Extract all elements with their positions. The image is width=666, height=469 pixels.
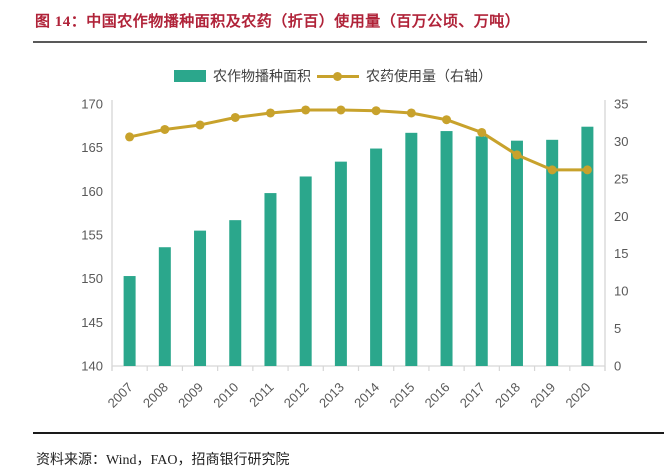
bar-2013 <box>334 161 347 366</box>
x-axis-year-label: 2012 <box>281 380 312 411</box>
right-axis-tick-label: 10 <box>614 284 628 299</box>
bar-2009 <box>194 230 207 366</box>
x-axis-year-label: 2010 <box>210 380 241 411</box>
left-axis-tick-label: 140 <box>81 359 103 374</box>
figure-title: 图 14：中国农作物播种面积及农药（折百）使用量（百万公顷、万吨） <box>35 14 521 30</box>
bar-series-swatch-icon <box>174 70 206 82</box>
line-point-2008 <box>160 124 170 134</box>
right-axis-tick-label: 15 <box>614 246 628 261</box>
line-point-2010 <box>230 112 240 122</box>
legend-item-pesticide: 农药使用量（右轴） <box>317 66 492 86</box>
left-axis-tick-label: 145 <box>81 315 103 330</box>
line-point-2011 <box>265 108 275 118</box>
bar-2012 <box>299 176 312 366</box>
right-axis-tick-label: 30 <box>614 134 628 149</box>
right-axis-tick-label: 35 <box>614 97 628 112</box>
chart-legend: 农作物播种面积 农药使用量（右轴） <box>0 66 666 86</box>
bar-2015 <box>405 132 418 366</box>
line-point-2009 <box>195 120 205 130</box>
bar-2008 <box>158 247 171 366</box>
bar-2017 <box>475 136 488 366</box>
bar-2019 <box>546 139 559 366</box>
line-point-2007 <box>125 132 135 142</box>
right-axis-tick-label: 20 <box>614 209 628 224</box>
line-point-2020 <box>582 165 592 175</box>
left-axis-tick-label: 170 <box>81 97 103 112</box>
x-axis-year-label: 2015 <box>386 380 417 411</box>
line-point-2014 <box>371 106 381 116</box>
pesticide-line <box>128 108 589 172</box>
source-note: 资料来源：Wind，FAO，招商银行研究院 <box>36 453 290 468</box>
left-axis-tick-label: 150 <box>81 271 103 286</box>
bar-2010 <box>229 220 242 366</box>
x-axis-year-label: 2008 <box>140 380 171 411</box>
bar-2016 <box>440 131 453 366</box>
left-axis-tick-label: 165 <box>81 140 103 155</box>
footer-divider <box>33 432 664 434</box>
right-axis-tick-label: 0 <box>614 359 621 374</box>
x-axis-year-label: 2018 <box>492 380 523 411</box>
bar-2007 <box>123 276 136 366</box>
right-axis-tick-label: 5 <box>614 321 621 336</box>
line-series-swatch-icon <box>317 70 359 83</box>
x-axis-year-label: 2011 <box>246 380 276 410</box>
line-point-2019 <box>547 165 557 175</box>
line-point-2018 <box>512 150 522 160</box>
left-axis-tick-label: 155 <box>81 228 103 243</box>
line-point-2016 <box>442 115 452 125</box>
bar-2018 <box>510 140 523 366</box>
line-point-2013 <box>336 105 346 115</box>
title-divider <box>33 41 647 43</box>
line-point-2017 <box>477 127 487 137</box>
legend-item-sown-area: 农作物播种面积 <box>174 66 311 86</box>
x-axis-year-label: 2016 <box>422 380 453 411</box>
x-axis-year-label: 2007 <box>105 380 136 411</box>
left-axis-tick-label: 160 <box>81 184 103 199</box>
x-axis-year-label: 2014 <box>351 380 382 411</box>
x-axis-year-label: 2019 <box>527 380 558 411</box>
x-axis-year-label: 2009 <box>175 380 206 411</box>
x-axis-year-label: 2013 <box>316 380 347 411</box>
right-axis-tick-label: 25 <box>614 171 628 186</box>
bar-2011 <box>264 193 277 366</box>
legend-label-sown-area: 农作物播种面积 <box>213 70 311 85</box>
bar-2014 <box>370 148 383 366</box>
line-point-2015 <box>406 108 416 118</box>
x-axis-year-label: 2017 <box>457 380 488 411</box>
x-axis-year-label: 2020 <box>562 380 593 411</box>
legend-label-pesticide: 农药使用量（右轴） <box>366 70 492 85</box>
line-point-2012 <box>301 105 311 115</box>
bar-2020 <box>581 126 594 366</box>
